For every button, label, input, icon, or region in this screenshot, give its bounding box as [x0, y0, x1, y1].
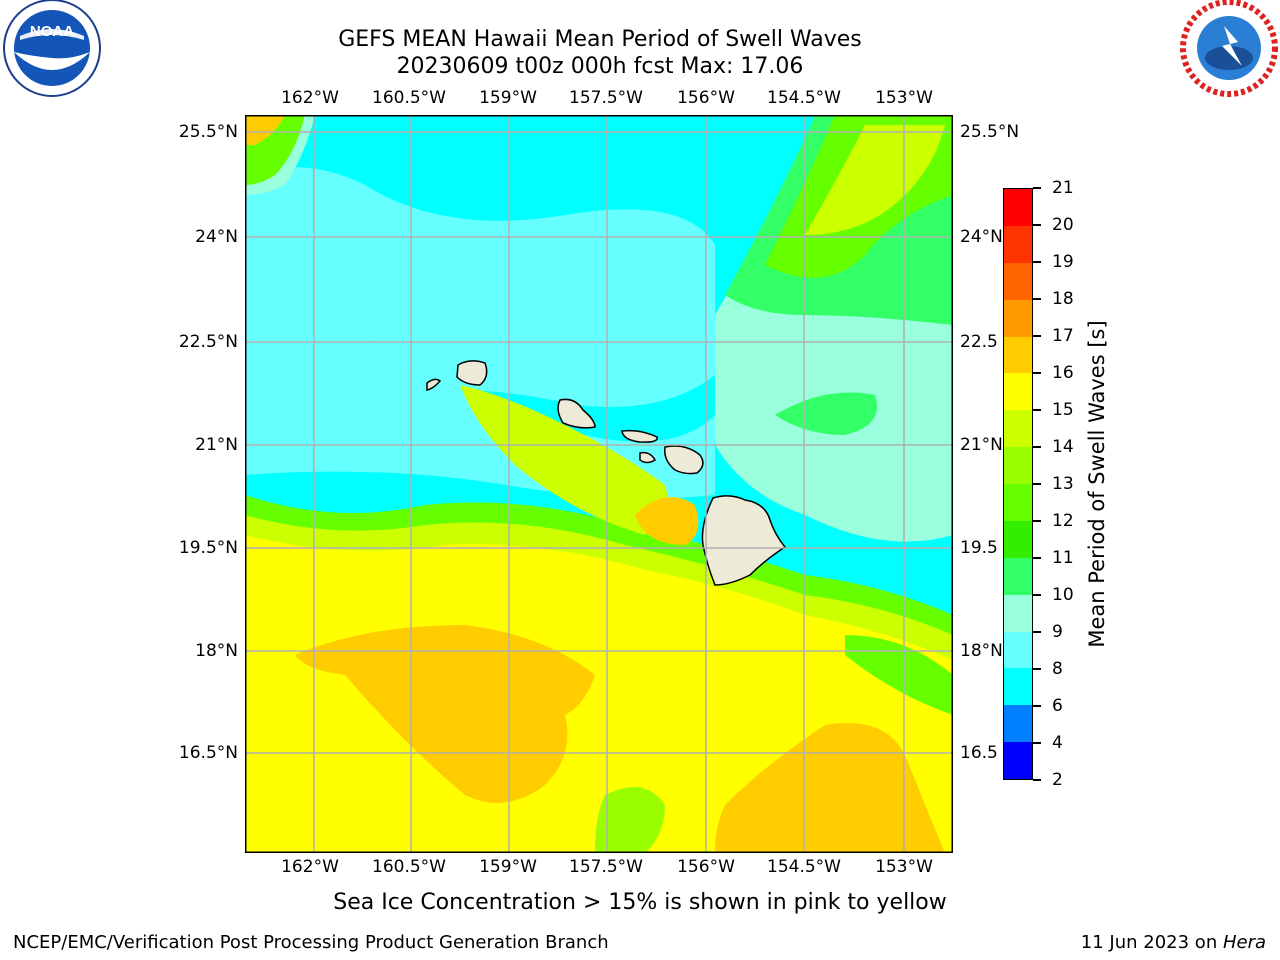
colorbar-tick-mark	[1033, 668, 1041, 670]
colorbar-segment	[1004, 705, 1032, 743]
lat-tick-left: 22.5°N	[178, 332, 238, 352]
colorbar-segment	[1004, 594, 1032, 632]
colorbar-segment	[1004, 520, 1032, 558]
colorbar-tick-mark	[1033, 409, 1041, 411]
colorbar-tick-mark	[1033, 261, 1041, 263]
colorbar-tick-mark	[1033, 483, 1041, 485]
sea-ice-caption: Sea Ice Concentration > 15% is shown in …	[333, 890, 947, 915]
lat-tick-right: 25.5°N	[960, 122, 1020, 142]
colorbar-tick-label: 10	[1052, 585, 1074, 605]
colorbar-tick-label: 14	[1052, 437, 1074, 457]
colorbar-segment	[1004, 742, 1032, 779]
lon-tick-top: 162°W	[281, 88, 339, 108]
colorbar-tick-label: 11	[1052, 548, 1074, 568]
lat-tick-left: 18°N	[195, 641, 238, 661]
colorbar-segment	[1004, 668, 1032, 706]
lon-tick-bottom: 159°W	[479, 857, 537, 877]
colorbar-tick-mark	[1033, 520, 1041, 522]
colorbar-tick-mark	[1033, 742, 1041, 744]
colorbar-tick-mark	[1033, 298, 1041, 300]
colorbar-segment	[1004, 225, 1032, 263]
colorbar-tick-label: 16	[1052, 363, 1074, 383]
footer-date: 11 Jun 2023 on Hera	[1081, 932, 1266, 953]
colorbar-tick-mark	[1033, 594, 1041, 596]
colorbar-segment	[1004, 484, 1032, 521]
colorbar-label: Mean Period of Swell Waves [s]	[1085, 320, 1109, 648]
colorbar-tick-mark	[1033, 335, 1041, 337]
colorbar-tick-label: 17	[1052, 326, 1074, 346]
colorbar-segment	[1004, 299, 1032, 337]
lon-tick-top: 157.5°W	[569, 88, 643, 108]
graticule	[245, 115, 953, 853]
hawaii-islands	[426, 360, 787, 586]
lon-tick-top: 153°W	[875, 88, 933, 108]
noaa-logo-icon: NOAA	[0, 0, 104, 100]
colorbar-tick-label: 20	[1052, 215, 1074, 235]
colorbar-segment	[1004, 373, 1032, 411]
colorbar-segment	[1004, 410, 1032, 448]
colorbar-tick-mark	[1033, 372, 1041, 374]
map-title: GEFS MEAN Hawaii Mean Period of Swell Wa…	[338, 27, 862, 52]
colorbar-tick-label: 12	[1052, 511, 1074, 531]
colorbar-tick-mark	[1033, 631, 1041, 633]
swell-period-map	[245, 115, 953, 853]
svg-text:NOAA: NOAA	[30, 23, 74, 40]
colorbar-tick-label: 6	[1052, 696, 1063, 716]
colorbar-tick-label: 9	[1052, 622, 1063, 642]
lat-tick-left: 25.5°N	[178, 122, 238, 142]
lat-tick-left: 24°N	[195, 227, 238, 247]
map-subtitle: 20230609 t00z 000h fcst Max: 17.06	[396, 54, 804, 79]
lon-tick-top: 154.5°W	[767, 88, 841, 108]
colorbar-tick-mark	[1033, 224, 1041, 226]
colorbar-tick-label: 8	[1052, 659, 1063, 679]
footer-credit: NCEP/EMC/Verification Post Processing Pr…	[13, 932, 609, 953]
colorbar-tick-mark	[1033, 187, 1041, 189]
footer-date-text: 11 Jun 2023 on	[1080, 932, 1223, 953]
lat-tick-right: 16.5	[960, 743, 998, 763]
colorbar-tick-label: 19	[1052, 252, 1074, 272]
lon-tick-bottom: 157.5°W	[569, 857, 643, 877]
colorbar-segment	[1004, 631, 1032, 669]
nws-logo-icon	[1178, 0, 1280, 100]
colorbar-tick-mark	[1033, 557, 1041, 559]
lon-tick-bottom: 153°W	[875, 857, 933, 877]
lon-tick-bottom: 156°W	[677, 857, 735, 877]
colorbar-segment	[1004, 447, 1032, 484]
colorbar-segment	[1004, 189, 1032, 226]
lat-tick-right: 21°N	[960, 435, 1003, 455]
colorbar-tick-mark	[1033, 779, 1041, 781]
colorbar-tick-mark	[1033, 446, 1041, 448]
lon-tick-top: 160.5°W	[372, 88, 446, 108]
lon-tick-bottom: 160.5°W	[372, 857, 446, 877]
lat-tick-right: 24°N	[960, 227, 1003, 247]
colorbar-tick-label: 13	[1052, 474, 1074, 494]
lat-tick-left: 16.5°N	[178, 743, 238, 763]
colorbar-tick-mark	[1033, 705, 1041, 707]
colorbar-segment	[1004, 336, 1032, 374]
colorbar	[1003, 188, 1033, 780]
colorbar-tick-label: 21	[1052, 178, 1074, 198]
colorbar-segment	[1004, 557, 1032, 595]
colorbar-tick-label: 15	[1052, 400, 1074, 420]
lon-tick-top: 156°W	[677, 88, 735, 108]
lat-tick-left: 21°N	[195, 435, 238, 455]
colorbar-tick-label: 2	[1052, 770, 1063, 790]
lon-tick-bottom: 162°W	[281, 857, 339, 877]
lon-tick-bottom: 154.5°W	[767, 857, 841, 877]
lat-tick-right: 19.5	[960, 538, 998, 558]
lat-tick-right: 18°N	[960, 641, 1003, 661]
lat-tick-left: 19.5°N	[178, 538, 238, 558]
colorbar-tick-label: 18	[1052, 289, 1074, 309]
footer-host: Hera	[1222, 932, 1266, 953]
colorbar-segment	[1004, 262, 1032, 300]
lat-tick-right: 22.5	[960, 332, 998, 352]
colorbar-tick-label: 4	[1052, 733, 1063, 753]
lon-tick-top: 159°W	[479, 88, 537, 108]
